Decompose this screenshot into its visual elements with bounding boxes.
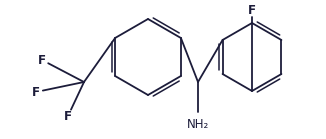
Text: F: F <box>64 110 72 122</box>
Text: F: F <box>32 85 40 99</box>
Text: F: F <box>38 54 46 66</box>
Text: F: F <box>248 3 256 17</box>
Text: NH₂: NH₂ <box>187 118 209 131</box>
